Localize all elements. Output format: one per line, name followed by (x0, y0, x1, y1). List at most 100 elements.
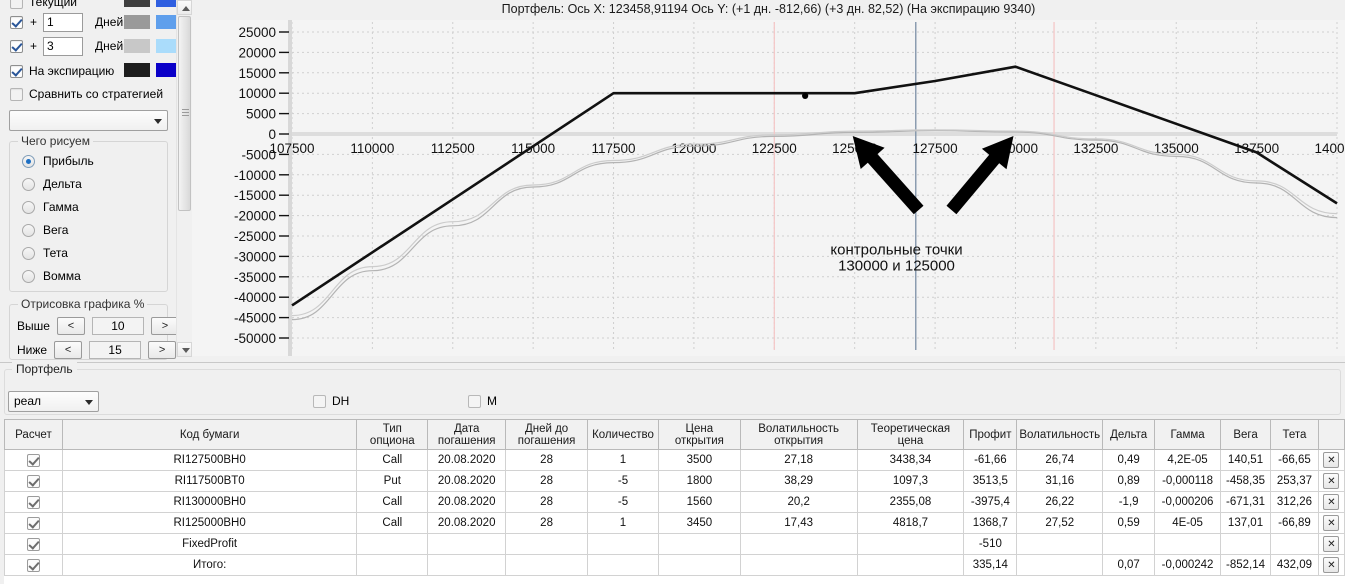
option-row-current[interactable]: Текущий (10, 0, 77, 13)
cell-remove[interactable]: ✕ (1318, 449, 1345, 471)
cell-remove[interactable]: ✕ (1318, 533, 1345, 555)
radio-row-vomma[interactable]: Вомма (22, 269, 81, 283)
row-calc-checkbox-cell[interactable] (4, 554, 63, 576)
radio-row-gamma[interactable]: Гамма (22, 200, 79, 214)
color-swatch-expiration-a[interactable] (124, 63, 150, 77)
payoff-chart[interactable]: Портфель: Ось X: 123458,91194 Ось Y: (+1… (192, 0, 1345, 360)
table-row[interactable]: RI117500BT0 Put 20.08.2020 28 -5 1800 38,29 109… (4, 470, 1345, 492)
checkbox-expiration[interactable] (10, 64, 23, 78)
table-header-cell[interactable]: Теоретическая цена (857, 419, 965, 450)
row-calc-checkbox-cell[interactable] (4, 491, 63, 513)
cell-remove[interactable]: ✕ (1318, 512, 1345, 534)
row-calc-checkbox-cell[interactable] (4, 470, 63, 492)
table-row[interactable]: RI127500BH0 Call 20.08.2020 28 1 3500 27,18 343… (4, 449, 1345, 471)
render-above-value[interactable]: 10 (91, 317, 144, 335)
color-swatch-day1-a[interactable] (124, 15, 150, 29)
table-header-cell[interactable]: Гамма (1154, 419, 1222, 450)
cell-open-price[interactable] (658, 554, 741, 576)
radio-profit[interactable] (22, 154, 35, 168)
table-row[interactable]: FixedProfit -510 ✕ (4, 533, 1345, 555)
radio-row-profit[interactable]: Прибыль (22, 154, 94, 168)
table-header-cell[interactable]: Дельта (1102, 419, 1156, 450)
remove-row-icon[interactable]: ✕ (1323, 452, 1340, 468)
table-row[interactable]: Итого: 335,14 0,07 -0,000242 -852,14 432,09 ✕ (4, 554, 1345, 576)
dh-checkbox-row[interactable]: DH (313, 394, 349, 408)
radio-delta[interactable] (22, 177, 35, 191)
table-header-cell[interactable]: Вега (1220, 419, 1271, 450)
scroll-up-button[interactable] (177, 0, 192, 15)
option-row-day1[interactable]: + 1 Дней (10, 11, 123, 33)
table-header-cell[interactable]: Профит (963, 419, 1018, 450)
table-row[interactable]: RI125000BH0 Call 20.08.2020 28 1 3450 17,43 481… (4, 512, 1345, 534)
table-header-cell[interactable]: Волатильность (1016, 419, 1104, 450)
row-calc-checkbox-cell[interactable] (4, 533, 63, 555)
cell-open-price[interactable]: 1800 (658, 470, 741, 492)
table-row[interactable]: RI130000BH0 Call 20.08.2020 28 -5 1560 20,2 235… (4, 491, 1345, 513)
row-calc-checkbox[interactable] (26, 453, 40, 467)
table-header-cell[interactable]: Дата погашения (427, 419, 507, 450)
color-swatch-day3-a[interactable] (124, 39, 150, 53)
table-header-cell[interactable] (1318, 419, 1345, 450)
checkbox-current[interactable] (10, 0, 23, 9)
radio-gamma[interactable] (22, 200, 35, 214)
color-swatch-day1-b[interactable] (156, 15, 177, 29)
options-panel-scrollbar[interactable] (176, 0, 192, 357)
cell-remove[interactable]: ✕ (1318, 470, 1345, 492)
chart-canvas[interactable]: 25000 20000 15000 10000 5000 0 -5000 -10000 -150… (192, 20, 1345, 356)
table-header-cell[interactable]: Количество (587, 419, 659, 450)
radio-row-delta[interactable]: Дельта (22, 177, 82, 191)
table-header-cell[interactable]: Расчет (4, 419, 63, 450)
table-header-cell[interactable]: Цена открытия (658, 419, 741, 450)
cell-remove[interactable]: ✕ (1318, 554, 1345, 576)
render-below-value[interactable]: 15 (89, 341, 142, 359)
render-above-decrement[interactable]: < (56, 317, 85, 335)
m-checkbox[interactable] (468, 394, 481, 408)
remove-row-icon[interactable]: ✕ (1323, 515, 1340, 531)
remove-row-icon[interactable]: ✕ (1323, 494, 1340, 510)
color-swatch-day3-b[interactable] (156, 39, 177, 53)
row-calc-checkbox[interactable] (26, 474, 40, 488)
table-header-cell[interactable]: Тип опциона (356, 419, 429, 450)
radio-theta[interactable] (22, 246, 35, 260)
radio-row-theta[interactable]: Тета (22, 246, 68, 260)
row-calc-checkbox[interactable] (26, 495, 40, 509)
color-swatch-expiration-b[interactable] (156, 63, 177, 77)
table-header-cell[interactable]: Код бумаги (62, 419, 358, 450)
remove-row-icon[interactable]: ✕ (1323, 473, 1340, 489)
row-calc-checkbox-cell[interactable] (4, 512, 63, 534)
option-row-expiration[interactable]: На экспирацию (10, 60, 114, 82)
days-input-3[interactable]: 3 (43, 36, 84, 56)
checkbox-day1[interactable] (10, 15, 23, 29)
m-checkbox-row[interactable]: M (468, 394, 497, 408)
render-below-increment[interactable]: > (148, 341, 177, 359)
table-header-cell[interactable]: Дней до погашения (505, 419, 588, 450)
render-row-below[interactable]: Ниже < 15 > (17, 341, 177, 359)
render-row-above[interactable]: Выше < 10 > (17, 317, 177, 335)
portfolio-table[interactable]: Расчет Код бумаги Тип опциона Дата погашения Д… (4, 419, 1345, 584)
remove-row-icon[interactable]: ✕ (1323, 557, 1340, 573)
cell-open-price[interactable]: 1560 (658, 491, 741, 513)
row-calc-checkbox-cell[interactable] (4, 449, 63, 471)
color-swatch-current-a[interactable] (124, 0, 150, 7)
row-calc-checkbox[interactable] (26, 516, 40, 530)
strategy-combobox[interactable] (9, 110, 168, 131)
checkbox-day3[interactable] (10, 39, 23, 53)
option-row-day3[interactable]: + 3 Дней (10, 35, 123, 57)
cell-open-price[interactable]: 3450 (658, 512, 741, 534)
dh-checkbox[interactable] (313, 394, 326, 408)
scrollbar-thumb[interactable] (178, 16, 191, 211)
table-header-cell[interactable]: Тета (1270, 419, 1319, 450)
render-above-increment[interactable]: > (150, 317, 177, 335)
scroll-down-button[interactable] (177, 342, 192, 357)
remove-row-icon[interactable]: ✕ (1323, 536, 1340, 552)
render-below-decrement[interactable]: < (54, 341, 83, 359)
option-row-compare[interactable]: Сравнить со стратегией (10, 83, 163, 105)
cell-open-price[interactable] (658, 533, 741, 555)
radio-row-vega[interactable]: Вега (22, 223, 68, 237)
portfolio-combobox[interactable]: реал (8, 391, 99, 412)
table-header-cell[interactable]: Волатильность открытия (740, 419, 858, 450)
row-calc-checkbox[interactable] (26, 537, 40, 551)
row-calc-checkbox[interactable] (26, 558, 40, 572)
days-input-1[interactable]: 1 (43, 12, 84, 32)
color-swatch-current-b[interactable] (156, 0, 177, 7)
